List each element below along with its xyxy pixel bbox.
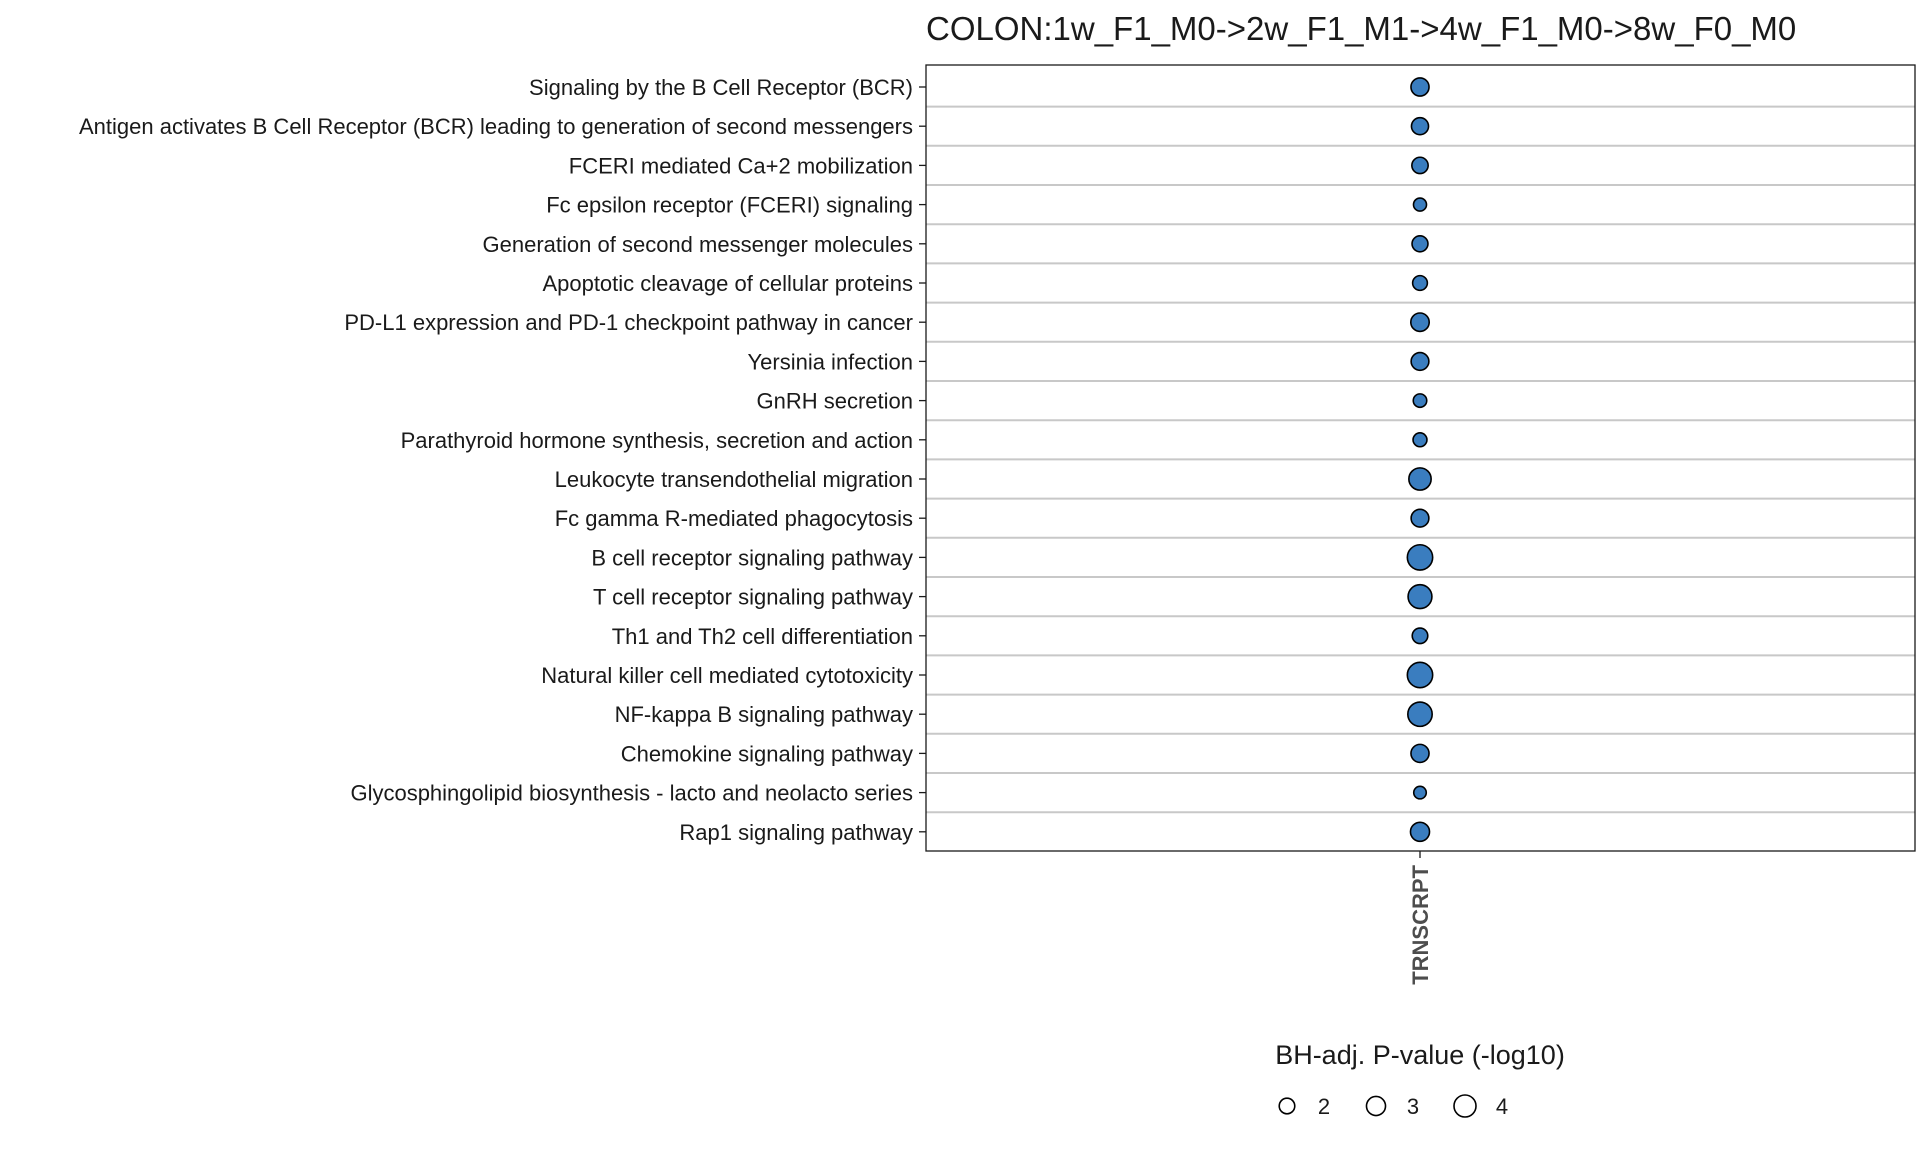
data-point (1406, 661, 1434, 689)
gridlines (926, 105, 1915, 814)
legend-key-label: 3 (1407, 1094, 1419, 1119)
y-tick-label: PD-L1 expression and PD-1 checkpoint pat… (344, 310, 913, 335)
y-tick-label: Signaling by the B Cell Receptor (BCR) (529, 75, 913, 100)
data-point (1409, 312, 1431, 333)
data-point (1412, 785, 1428, 800)
y-tick-label: Fc epsilon receptor (FCERI) signaling (546, 193, 913, 218)
data-point (1406, 543, 1434, 571)
y-tick-label: Antigen activates B Cell Receptor (BCR) … (79, 114, 913, 139)
y-tick-label: NF-kappa B signaling pathway (615, 702, 913, 727)
y-tick-label: Generation of second messenger molecules (483, 232, 913, 257)
y-tick-label: Natural killer cell mediated cytotoxicit… (541, 663, 913, 688)
y-tick-label: Apoptotic cleavage of cellular proteins (542, 271, 913, 296)
data-point (1407, 701, 1433, 728)
legend-title: BH-adj. P-value (-log10) (1275, 1040, 1565, 1070)
x-axis: TRNSCRPT (1408, 851, 1433, 985)
legend-keys: 2 3 4 (1278, 1094, 1508, 1119)
data-point (1411, 274, 1429, 292)
data-point (1411, 627, 1429, 645)
data-point (1410, 116, 1430, 136)
legend-key-circle (1365, 1095, 1387, 1117)
y-tick-label: Glycosphingolipid biosynthesis - lacto a… (350, 781, 913, 806)
y-tick-label: Chemokine signaling pathway (621, 741, 913, 766)
size-legend: BH-adj. P-value (-log10) 2 3 4 (1275, 1040, 1565, 1119)
legend-key-label: 4 (1496, 1094, 1508, 1119)
data-point (1410, 351, 1430, 372)
data-point (1411, 156, 1429, 175)
y-tick-label: Leukocyte transendothelial migration (555, 467, 913, 492)
data-point (1411, 235, 1429, 253)
data-point (1410, 743, 1430, 764)
y-tick-label: Th1 and Th2 cell differentiation (612, 624, 913, 649)
data-point (1410, 508, 1430, 528)
x-tick-label: TRNSCRPT (1408, 864, 1433, 984)
y-tick-label: Rap1 signaling pathway (679, 820, 913, 845)
data-point (1412, 432, 1428, 448)
data-point (1408, 467, 1432, 491)
data-point (1407, 583, 1433, 610)
data-point (1412, 197, 1428, 212)
y-tick-label: Yersinia infection (747, 349, 913, 374)
y-tick-label: T cell receptor signaling pathway (593, 585, 913, 610)
y-tick-label: GnRH secretion (756, 389, 913, 414)
points-layer (1406, 77, 1434, 843)
chart-title: COLON:1w_F1_M0->2w_F1_M1->4w_F1_M0->8w_F… (926, 10, 1796, 47)
y-axis: Signaling by the B Cell Receptor (BCR) An… (79, 75, 926, 845)
y-tick-label: B cell receptor signaling pathway (591, 545, 913, 570)
data-point (1410, 77, 1430, 97)
legend-key-label: 2 (1318, 1094, 1330, 1119)
y-tick-label: Fc gamma R-mediated phagocytosis (555, 506, 913, 531)
y-tick-label: FCERI mediated Ca+2 mobilization (569, 153, 913, 178)
data-point (1412, 393, 1428, 409)
data-point (1409, 821, 1431, 843)
y-tick-label: Parathyroid hormone synthesis, secretion… (401, 428, 913, 453)
legend-key-circle (1453, 1094, 1477, 1118)
legend-key-circle (1278, 1097, 1296, 1115)
